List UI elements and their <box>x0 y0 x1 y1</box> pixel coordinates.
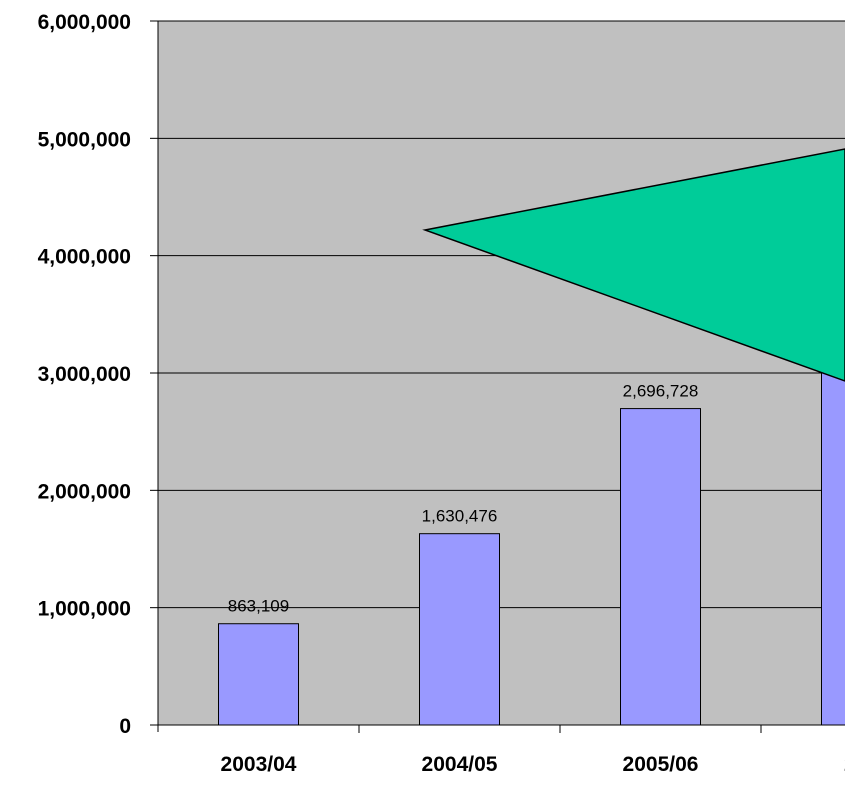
bar-data-label: 2,696,728 <box>623 382 699 401</box>
callout-pointer <box>422 148 845 382</box>
x-tick-labels: 2003/04 2004/05 2005/06 200 <box>221 753 845 776</box>
x-tick-label: 200 <box>844 753 845 776</box>
y-tick-label: 2,000,000 <box>38 480 131 503</box>
y-tick-label: 6,000,000 <box>38 11 131 34</box>
y-tick-label: 5,000,000 <box>38 128 131 151</box>
y-tick-labels: 0 1,000,000 2,000,000 3,000,000 4,000,000 5,0… <box>38 11 131 738</box>
bar-200 <box>821 372 845 726</box>
y-tick-label: 3,000,000 <box>38 363 131 386</box>
x-axis <box>150 724 845 733</box>
bar-2003-04 <box>218 623 299 726</box>
y-tick-label: 1,000,000 <box>38 598 131 621</box>
y-tick-label: 0 <box>119 715 131 738</box>
x-tick-label: 2003/04 <box>221 753 297 776</box>
bar-data-label: 1,630,476 <box>422 507 498 526</box>
bar-series <box>218 372 845 726</box>
bar-2004-05 <box>419 533 500 726</box>
y-axis <box>150 20 159 732</box>
x-tick-label: 2005/06 <box>623 753 699 776</box>
y-tick-label: 4,000,000 <box>38 246 131 269</box>
x-tick-label: 2004/05 <box>422 753 498 776</box>
data-labels: 863,109 1,630,476 2,696,728 <box>228 382 699 616</box>
bar-2005-06 <box>620 408 701 726</box>
bar-data-label: 863,109 <box>228 597 289 616</box>
